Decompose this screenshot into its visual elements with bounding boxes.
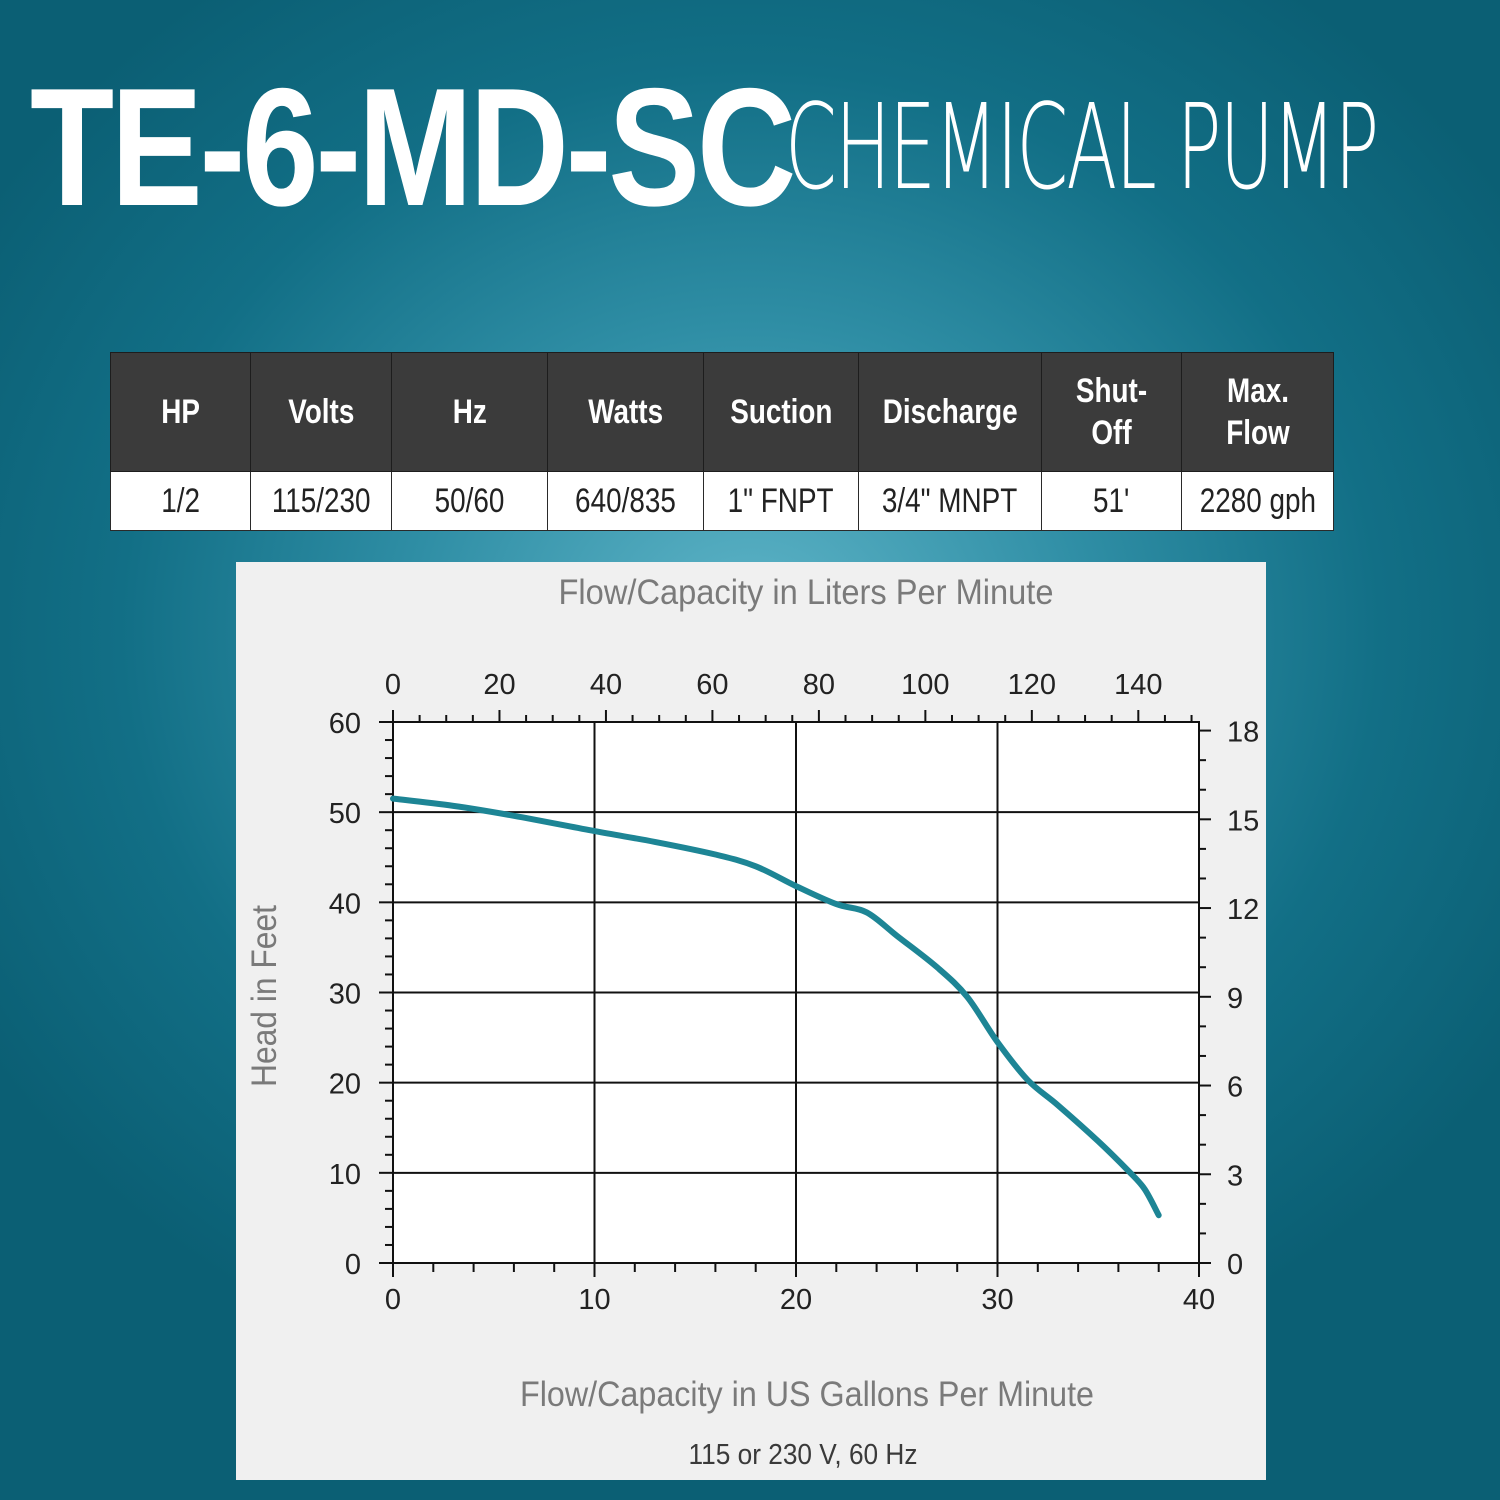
x-tick-label: 20 [780,1284,812,1316]
performance-chart: Flow/Capacity in Liters Per Minute Head … [245,573,1259,1471]
x2-tick-label: 0 [385,669,401,701]
y-tick-label: 10 [329,1159,361,1191]
spec-value-hz: 50/60 [391,471,548,531]
spec-header-hz: Hz [391,352,548,472]
x2-tick-label: 60 [696,669,728,701]
performance-chart-panel: Flow/Capacity in Liters Per Minute Head … [236,562,1266,1480]
y2-tick-label: 3 [1227,1160,1243,1192]
title-block: TE-6-MD-SC [30,52,961,242]
y2-tick-label: 15 [1227,805,1259,837]
spec-header-watts: Watts [547,352,704,472]
spec-header-discharge: Discharge [858,352,1042,472]
x2-tick-label: 20 [483,669,515,701]
model-name: TE-6-MD-SC [30,53,796,241]
x2-tick-label: 120 [1008,669,1056,701]
spec-value-volts: 115/230 [250,471,392,531]
y2-tick-label: 0 [1227,1249,1243,1281]
y-tick-label: 20 [329,1069,361,1101]
x2-axis-title: Flow/Capacity in Liters Per Minute [559,573,1054,612]
spec-header-volts: Volts [250,352,392,472]
chart-note: 115 or 230 V, 60 Hz [689,1439,918,1471]
x-tick-label: 10 [578,1284,610,1316]
y-tick-label: 30 [329,979,361,1011]
spec-header-hp: HP [110,352,251,472]
y2-tick-label: 6 [1227,1072,1243,1104]
performance-curve [390,795,1162,1219]
spec-header-suction: Suction [703,352,859,472]
x-tick-label: 30 [981,1284,1013,1316]
spec-table: HP Volts Hz Watts Suction Discharge Shut… [110,352,1334,531]
x2-tick-label: 80 [803,669,835,701]
y-tick-label: 50 [329,798,361,830]
y-axis-title: Head in Feet [245,905,284,1087]
spec-value-maxflow: 2280 gph [1181,471,1334,531]
y2-tick-label: 9 [1227,983,1243,1015]
spec-value-watts: 640/835 [547,471,704,531]
spec-header-maxflow: Max. Flow [1181,352,1334,472]
spec-value-shutoff: 51' [1041,471,1182,531]
spec-value-discharge: 3/4" MNPT [858,471,1042,531]
x-tick-label: 0 [385,1284,401,1316]
spec-value-row: 1/2 115/230 50/60 640/835 1" FNPT 3/4" M… [110,471,1334,531]
y2-tick-label: 18 [1227,717,1259,749]
spec-value-hp: 1/2 [110,471,251,531]
y-tick-label: 60 [329,708,361,740]
spec-header-row: HP Volts Hz Watts Suction Discharge Shut… [110,352,1334,472]
spec-value-suction: 1" FNPT [703,471,859,531]
y-tick-label: 0 [345,1249,361,1281]
x2-tick-label: 140 [1114,669,1162,701]
x-tick-label: 40 [1183,1284,1215,1316]
x2-tick-label: 40 [590,669,622,701]
spec-header-shutoff: Shut-Off [1041,352,1182,472]
y-tick-label: 40 [329,888,361,920]
x-axis-title: Flow/Capacity in US Gallons Per Minute [520,1375,1094,1414]
y2-tick-label: 12 [1227,894,1259,926]
x2-tick-label: 100 [901,669,949,701]
product-type: CHEMICAL PUMP [785,78,1379,216]
